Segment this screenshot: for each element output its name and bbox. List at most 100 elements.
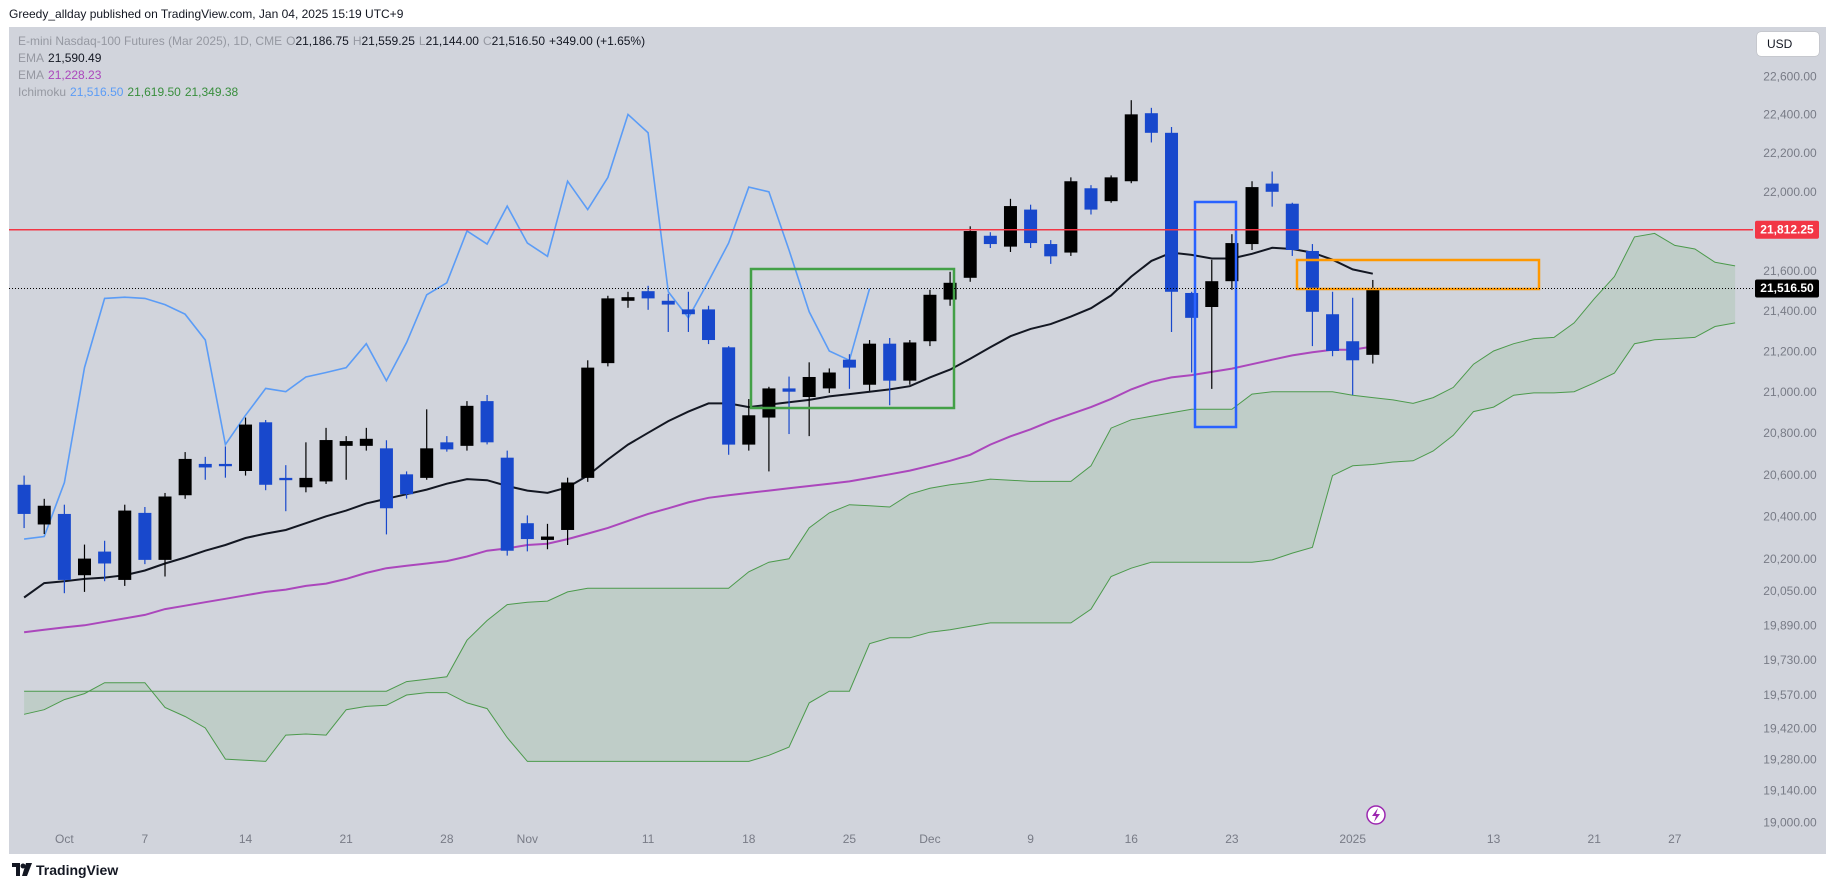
x-tick-label: 7 [142, 832, 149, 846]
candle-body [520, 523, 534, 540]
ohlc-key: O [286, 34, 296, 48]
symbol-name: E-mini Nasdaq-100 Futures (Mar 2025), 1D… [18, 34, 283, 48]
candle-body [1003, 206, 1017, 247]
change-value: +349.00 (+1.65%) [549, 34, 646, 48]
footer: TradingView [12, 862, 118, 878]
legend-row: EMA 21,228.23 [18, 67, 649, 84]
candle-body [802, 376, 816, 398]
candle-body [319, 440, 333, 482]
candle-body [178, 458, 192, 496]
ohlc-value: 21,144.00 [425, 34, 479, 48]
candle-body [581, 367, 595, 478]
x-tick-label: 21 [1588, 832, 1602, 846]
x-tick-label: 16 [1125, 832, 1139, 846]
candle-body [762, 388, 776, 418]
ohlc-value: 21,559.25 [361, 34, 415, 48]
candle-body [480, 401, 494, 443]
legend: E-mini Nasdaq-100 Futures (Mar 2025), 1D… [18, 33, 649, 101]
candle-body [339, 441, 353, 446]
y-tick-label: 20,200.00 [1763, 552, 1817, 566]
candle-body [1124, 114, 1138, 182]
indicator-value: 21,590.49 [48, 51, 102, 65]
alert-bolt [1372, 808, 1380, 822]
candle-body [822, 372, 836, 389]
candle-body [118, 510, 132, 580]
x-tick-label: Nov [517, 832, 538, 846]
x-tick-label: 18 [742, 832, 756, 846]
cloud-line [23, 322, 1736, 762]
candle-body [1165, 132, 1179, 292]
cloud-fill [24, 233, 1736, 762]
y-tick-label: 20,600.00 [1763, 468, 1817, 482]
candle-body [359, 438, 373, 446]
price-label: 21,812.25 [1760, 222, 1814, 236]
candle-body [37, 505, 51, 525]
candle-body [1084, 188, 1098, 210]
candle-body [420, 448, 434, 478]
indicator-line [23, 112, 871, 540]
candle-body [500, 457, 514, 551]
x-tick-label: 21 [340, 832, 354, 846]
candle-body [681, 309, 695, 315]
indicator-value: 21,619.50 [127, 85, 181, 99]
y-tick-label: 19,000.00 [1763, 815, 1817, 829]
candle-body [299, 477, 313, 488]
candle-body [1024, 209, 1038, 244]
line-layer [23, 112, 1374, 634]
x-tick-label: 14 [239, 832, 253, 846]
ohlc-key: H [352, 34, 362, 48]
price-label-box [1755, 279, 1819, 298]
x-tick-label: Dec [919, 832, 940, 846]
price-label: 21,516.50 [1760, 281, 1814, 295]
candle-body [259, 422, 273, 485]
chart-background [9, 27, 1826, 854]
candle-body [561, 482, 575, 530]
x-tick-label: 9 [1027, 832, 1034, 846]
candle-body [440, 442, 454, 450]
footer-text: TradingView [36, 862, 119, 878]
y-tick-label: 19,570.00 [1763, 688, 1817, 702]
candle-body [1205, 281, 1219, 307]
candle-body [460, 405, 474, 446]
annotation-box [749, 267, 956, 410]
alert-icon[interactable] [1366, 805, 1386, 825]
candle-body [1044, 244, 1058, 257]
candle-body [1104, 177, 1118, 202]
indicator-name: Ichimoku [18, 85, 67, 99]
candle-body [138, 512, 152, 560]
annotation-box [1193, 200, 1238, 429]
annotation-box [1295, 258, 1541, 291]
candle-body [77, 558, 91, 576]
x-tick-label: 13 [1487, 832, 1501, 846]
chart: 22,600.00 22,400.00 22,200.00 22,000.00 21,8… [9, 27, 1826, 854]
candle-body [641, 291, 655, 299]
candle-body [983, 235, 997, 245]
y-tick-label: 21,200.00 [1763, 344, 1817, 358]
candle-body [98, 551, 112, 564]
candle-body [1346, 341, 1360, 361]
candle-body [158, 496, 172, 560]
y-tick-label: 19,140.00 [1763, 784, 1817, 798]
currency-button[interactable]: USD [1757, 32, 1819, 56]
indicator-line [23, 345, 1373, 634]
candle-body [1285, 203, 1299, 250]
cloud-layer [23, 232, 1736, 762]
candle-body [1064, 181, 1078, 253]
y-tick-label: 21,600.00 [1763, 264, 1817, 278]
indicator-value: 21,228.23 [48, 68, 102, 82]
candle-body [661, 300, 675, 305]
candle-body [702, 309, 716, 341]
x-tick-label: Oct [55, 832, 74, 846]
x-tick-label: 28 [440, 832, 454, 846]
x-tick-label: 23 [1225, 832, 1239, 846]
y-tick-label: 19,730.00 [1763, 653, 1817, 667]
price-label-box [1755, 220, 1819, 239]
ohlc-key: L [418, 34, 426, 48]
candle-body [1305, 250, 1319, 312]
y-tick-label: 19,280.00 [1763, 752, 1817, 766]
candle-body [863, 343, 877, 385]
candle-body [17, 484, 31, 514]
legend-row: EMA 21,590.49 [18, 50, 649, 67]
caption: Greedy_allday published on TradingView.c… [9, 7, 404, 21]
candle-body [1326, 314, 1340, 351]
